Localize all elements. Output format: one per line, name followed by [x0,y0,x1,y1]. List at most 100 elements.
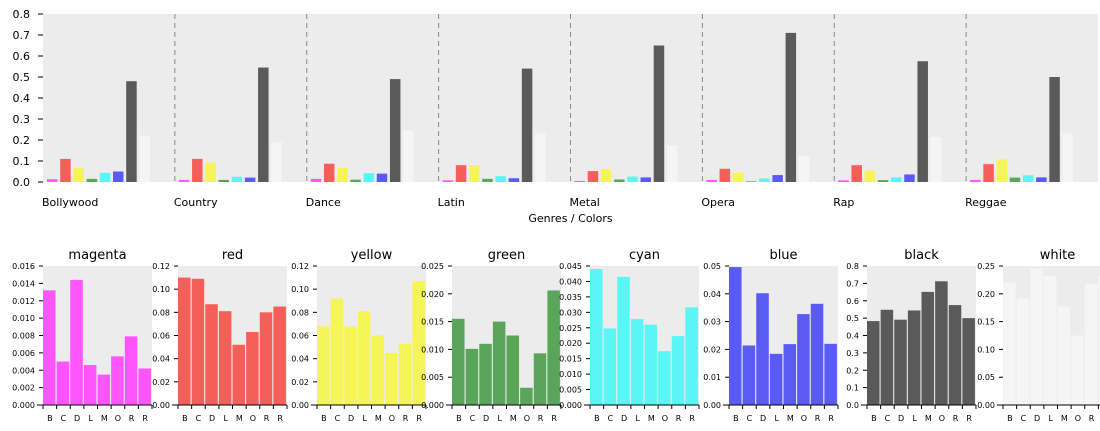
bar-green-2 [479,343,492,405]
subplot-x-tick-label: R [966,414,972,423]
top-x-axis-label: Genres / Colors [528,212,612,225]
subplot-x-tick-label: M [236,414,243,423]
subplot-magenta: magenta 0.000 0.002 0.004 0.006 0.008 0.010 0.0… [12,248,153,423]
top-y-tick-label: 0.3 [13,113,31,126]
subplot-x-tick-label: M [787,414,794,423]
bar-yellow-0 [317,326,330,405]
bar-green-latin [482,178,493,182]
subplot-x-tick-label: C [885,414,891,423]
bar-black-1 [880,309,894,405]
bar-cyan-dance [363,173,375,182]
bar-magenta-rap [838,180,849,182]
subplot-y-tick-label: 0.020 [559,339,582,348]
genre-label: Opera [701,196,735,209]
bar-magenta-latin [442,180,454,182]
bar-black-3 [907,310,921,405]
subplot-y-tick-label: 0.00 [291,401,309,410]
subplot-x-tick-label: R [129,414,135,423]
subplot-x-tick-label: O [524,414,530,423]
bar-blue-4 [783,344,797,405]
bar-red-country [192,158,203,182]
subplot-y-tick-label: 0.1 [846,384,859,393]
subplot-x-tick-label: M [375,414,382,423]
bar-white-latin [535,133,546,182]
subplot-y-tick-label: 0.4 [846,332,859,341]
bar-green-3 [492,321,506,405]
subplot-x-tick-label: D [898,414,904,423]
bar-magenta-country [178,179,190,182]
genre-label: Reggae [965,196,1007,209]
subplot-green: green 0.000 0.005 0.010 0.015 0.020 0.025 B C D L M… [421,248,562,423]
subplot-x-tick-label: O [389,414,395,423]
subplot-x-tick-label: R [538,414,544,423]
subplot-yellow: yellow 0.00 0.02 0.04 0.06 0.08 0.10 0.12 B C D L M O… [291,248,427,423]
bar-yellow-5 [385,352,398,405]
top-y-tick-label: 0.7 [13,29,31,42]
subplot-y-tick-label: 0.02 [152,378,170,387]
subplot-y-tick-label: 0.2 [846,366,859,375]
bar-white-2 [1030,268,1043,405]
bar-black-metal [653,45,665,182]
subplot-y-tick-label: 0.12 [291,262,309,271]
bar-cyan-1 [603,328,617,405]
subplot-title: magenta [68,248,126,263]
subplot-y-tick-label: 0.030 [559,308,582,317]
subplot-x-tick-label: M [1061,414,1068,423]
subplot-y-tick-label: 0.12 [152,262,170,271]
bar-cyan-reggae [1022,175,1034,182]
bar-cyan-bollywood [99,172,111,182]
bar-green-rap [877,180,889,182]
subplot-y-tick-label: 0.05 [977,373,995,382]
subplot-y-tick-label: 0.000 [12,401,35,410]
subplot-x-tick-label: R [277,414,283,423]
subplot-x-tick-label: C [196,414,202,423]
bar-green-5 [520,387,533,405]
bar-black-7 [962,318,975,405]
top-y-tick-label: 0.4 [13,92,31,105]
bar-yellow-1 [330,298,344,405]
subplot-x-tick-label: O [115,414,121,423]
bar-blue-dance [376,173,388,182]
bar-cyan-rap [891,177,902,182]
bar-green-country [218,179,229,182]
bar-magenta-3 [83,365,97,405]
bar-yellow-country [205,162,216,182]
subplot-x-tick-label: L [774,414,779,423]
bar-blue-latin [508,178,520,182]
subplot-y-tick-label: 0.20 [977,290,995,299]
bar-cyan-7 [685,307,698,405]
genre-label: Rap [833,196,854,209]
subplot-x-tick-label: R [142,414,148,423]
subplot-y-tick-label: 0.02 [703,345,721,354]
subplot-y-tick-label: 0.020 [421,290,444,299]
subplot-y-tick-label: 0.012 [12,297,35,306]
subplot-y-tick-label: 0.015 [559,355,582,364]
bar-green-6 [533,353,547,405]
bar-magenta-reggae [970,179,981,182]
subplot-x-tick-label: L [1048,414,1053,423]
subplot-y-tick-label: 0.000 [559,401,582,410]
bar-magenta-7 [138,368,151,405]
bar-red-6 [259,312,273,405]
subplot-y-tick-label: 0.10 [152,285,170,294]
subplot-title: blue [769,248,797,263]
bar-green-4 [506,335,520,405]
subplot-x-tick-label: R [403,414,409,423]
subplot-y-tick-label: 0.8 [846,262,859,271]
bar-blue-7 [824,343,837,405]
bar-blue-metal [640,177,651,182]
subplot-y-tick-label: 0.005 [421,373,444,382]
bar-black-reggae [1049,77,1060,182]
bar-cyan-0 [590,269,603,405]
bar-yellow-7 [412,281,425,405]
genre-label: Dance [306,196,341,209]
subplot-y-tick-label: 0.004 [12,366,35,375]
subplot-y-tick-label: 0.08 [152,308,170,317]
genre-label: Latin [438,196,465,209]
bar-white-5 [1071,335,1084,405]
bar-red-reggae [983,164,994,182]
subplot-x-tick-label: L [635,414,640,423]
